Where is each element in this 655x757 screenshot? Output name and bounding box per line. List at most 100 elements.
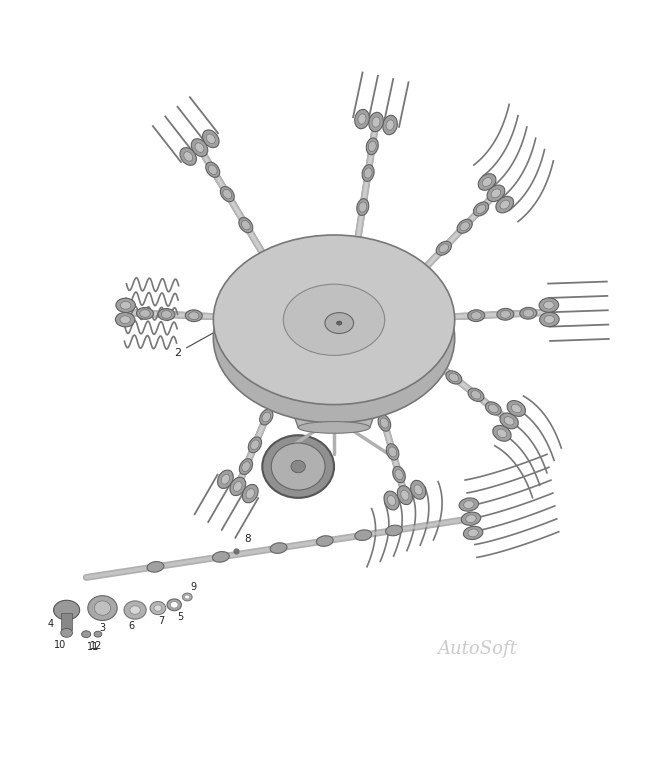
Text: 4: 4 [47, 619, 53, 629]
Ellipse shape [184, 151, 193, 161]
Ellipse shape [262, 412, 271, 422]
Ellipse shape [446, 371, 462, 384]
Ellipse shape [386, 525, 402, 536]
Ellipse shape [271, 443, 325, 490]
Ellipse shape [337, 321, 342, 325]
Ellipse shape [239, 217, 253, 232]
Ellipse shape [242, 220, 250, 230]
Ellipse shape [500, 200, 510, 209]
Ellipse shape [500, 310, 511, 318]
Ellipse shape [54, 600, 80, 620]
Ellipse shape [116, 298, 136, 313]
Ellipse shape [220, 186, 234, 201]
Ellipse shape [471, 312, 481, 319]
Ellipse shape [359, 202, 367, 212]
Ellipse shape [284, 284, 384, 355]
Ellipse shape [262, 435, 334, 498]
Ellipse shape [482, 178, 492, 186]
Ellipse shape [248, 437, 261, 453]
Ellipse shape [182, 593, 192, 601]
Ellipse shape [449, 373, 458, 382]
Ellipse shape [357, 198, 369, 216]
Ellipse shape [439, 244, 449, 253]
Ellipse shape [478, 174, 496, 190]
Ellipse shape [259, 410, 273, 425]
Ellipse shape [369, 112, 383, 132]
Text: 6: 6 [129, 621, 135, 631]
Ellipse shape [180, 148, 196, 165]
Ellipse shape [401, 490, 409, 500]
Ellipse shape [520, 307, 536, 319]
Text: 7: 7 [158, 616, 164, 626]
Ellipse shape [493, 425, 511, 441]
Ellipse shape [485, 402, 501, 415]
Text: 3: 3 [100, 623, 105, 633]
Polygon shape [275, 362, 393, 428]
Text: 2: 2 [174, 318, 240, 357]
Ellipse shape [136, 307, 153, 319]
Ellipse shape [459, 498, 479, 511]
Ellipse shape [189, 312, 199, 319]
Ellipse shape [120, 316, 130, 323]
Ellipse shape [468, 310, 485, 322]
Ellipse shape [497, 429, 507, 438]
Ellipse shape [94, 631, 102, 637]
Ellipse shape [251, 440, 259, 450]
Ellipse shape [185, 310, 202, 322]
Ellipse shape [161, 310, 172, 319]
Ellipse shape [246, 489, 255, 499]
Text: 10: 10 [54, 640, 66, 650]
Ellipse shape [383, 115, 398, 135]
Ellipse shape [381, 418, 388, 428]
Ellipse shape [94, 601, 111, 615]
Ellipse shape [491, 188, 500, 198]
Ellipse shape [298, 422, 370, 433]
Ellipse shape [355, 109, 369, 129]
Ellipse shape [471, 391, 481, 399]
Ellipse shape [275, 354, 393, 370]
Ellipse shape [457, 220, 472, 233]
Ellipse shape [395, 469, 403, 480]
Ellipse shape [214, 235, 455, 404]
Ellipse shape [191, 139, 208, 157]
Ellipse shape [158, 309, 175, 320]
Ellipse shape [221, 475, 230, 484]
Ellipse shape [170, 602, 178, 608]
Ellipse shape [487, 185, 505, 201]
Ellipse shape [474, 202, 489, 216]
Ellipse shape [291, 460, 305, 473]
Ellipse shape [388, 496, 396, 506]
Ellipse shape [234, 481, 242, 491]
Ellipse shape [150, 602, 166, 615]
Ellipse shape [468, 529, 478, 537]
Ellipse shape [358, 114, 366, 124]
Text: 9: 9 [191, 582, 197, 592]
Ellipse shape [476, 204, 486, 213]
Ellipse shape [507, 400, 525, 416]
Ellipse shape [124, 601, 146, 619]
Ellipse shape [325, 313, 354, 334]
Ellipse shape [316, 536, 333, 547]
Ellipse shape [202, 130, 219, 148]
Ellipse shape [217, 470, 233, 488]
Ellipse shape [167, 599, 181, 611]
Ellipse shape [372, 117, 380, 127]
Text: 5: 5 [178, 612, 184, 621]
Ellipse shape [386, 120, 394, 130]
Ellipse shape [504, 416, 514, 425]
Ellipse shape [121, 301, 131, 310]
Ellipse shape [539, 298, 559, 313]
Ellipse shape [154, 605, 162, 612]
Ellipse shape [206, 162, 219, 177]
Ellipse shape [147, 562, 164, 572]
Text: 1: 1 [240, 380, 318, 419]
Ellipse shape [411, 481, 426, 500]
Ellipse shape [466, 515, 476, 522]
Ellipse shape [195, 143, 204, 152]
Ellipse shape [362, 165, 374, 182]
Ellipse shape [140, 310, 150, 317]
Ellipse shape [242, 484, 258, 503]
Ellipse shape [88, 596, 117, 621]
Ellipse shape [115, 313, 135, 327]
Ellipse shape [208, 165, 217, 175]
